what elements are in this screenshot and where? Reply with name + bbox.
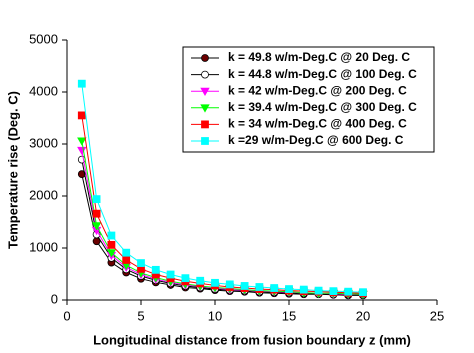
x-tick-label: 0 <box>63 308 70 323</box>
y-tick-label: 1000 <box>29 239 58 254</box>
marker <box>196 276 205 285</box>
legend-label: k = 49.8 w/m-Deg.C @ 20 Deg. C <box>228 50 410 64</box>
marker <box>225 280 234 289</box>
marker <box>92 209 101 218</box>
x-tick-label: 20 <box>356 308 370 323</box>
marker <box>329 287 338 296</box>
marker <box>359 288 367 297</box>
marker <box>201 70 209 79</box>
marker <box>122 256 131 264</box>
marker <box>314 286 323 295</box>
marker <box>201 137 209 145</box>
y-tick-label: 4000 <box>29 83 58 98</box>
series-line <box>81 174 363 296</box>
legend-label: k = 44.8 w/m-Deg.C @ 100 Deg. C <box>228 67 417 81</box>
marker <box>255 283 264 291</box>
marker <box>201 54 209 62</box>
marker <box>200 104 210 113</box>
x-tick-label: 10 <box>208 308 222 323</box>
y-tick-label: 0 <box>51 291 58 306</box>
marker <box>299 285 308 294</box>
marker <box>344 287 353 296</box>
marker <box>77 111 86 120</box>
y-axis-label: Temperature rise (Deg. C) <box>5 91 20 249</box>
marker <box>181 274 190 283</box>
marker <box>77 170 86 179</box>
x-axis-label: Longitudinal distance from fusion bounda… <box>93 332 411 347</box>
marker <box>270 284 279 292</box>
marker <box>211 278 219 287</box>
y-tick-label: 3000 <box>29 135 58 150</box>
marker <box>200 87 210 97</box>
marker <box>137 259 145 267</box>
marker <box>77 137 87 146</box>
legend-box <box>182 46 435 153</box>
marker <box>77 79 86 88</box>
marker <box>107 240 116 249</box>
legend-label: k =29 w/m-Deg.C @ 600 Deg. C <box>228 133 404 147</box>
marker <box>151 265 160 274</box>
marker <box>106 249 117 258</box>
marker <box>166 270 175 279</box>
y-tick-label: 5000 <box>29 31 58 46</box>
x-tick-label: 25 <box>430 308 444 323</box>
x-tick-label: 5 <box>137 308 144 323</box>
legend-label: k = 34 w/m-Deg.C @ 400 Deg. C <box>228 117 407 131</box>
legend-label: k = 39.4 w/m-Deg.C @ 300 Deg. C <box>228 100 417 114</box>
marker <box>92 195 101 204</box>
marker <box>77 146 87 156</box>
x-tick-label: 15 <box>282 308 296 323</box>
marker <box>122 248 131 257</box>
marker <box>240 282 249 290</box>
marker <box>201 120 209 129</box>
marker <box>285 285 293 293</box>
marker <box>91 222 102 231</box>
legend-label: k = 42 w/m-Deg.C @ 200 Deg. C <box>228 83 407 97</box>
y-tick-label: 2000 <box>29 187 58 202</box>
marker <box>107 231 116 240</box>
